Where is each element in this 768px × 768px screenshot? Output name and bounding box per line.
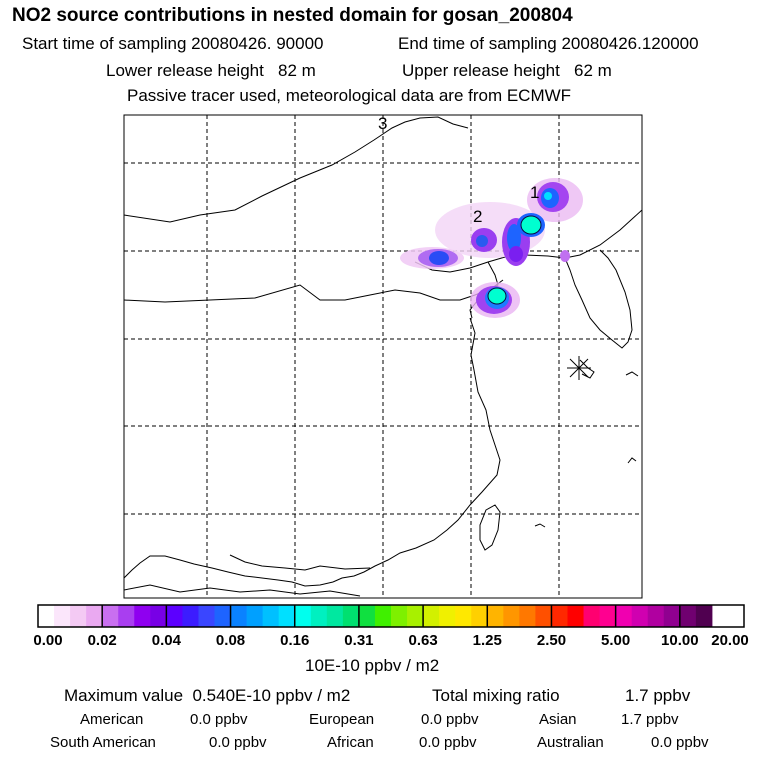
legend-swatch — [86, 605, 103, 627]
legend-swatch — [455, 605, 472, 627]
total-mixing-value: 1.7 ppbv — [625, 686, 691, 705]
legend-swatch — [358, 605, 376, 627]
plume-contours — [400, 178, 583, 318]
start-time-label: Start time of sampling 20080426. 90000 — [22, 34, 324, 53]
legend-swatch — [439, 605, 456, 627]
legend-swatch — [551, 605, 568, 627]
legend-tick-label: 0.16 — [280, 632, 310, 649]
upper-height-label: Upper release height 62 m — [402, 61, 612, 80]
region-african-value: 0.0 ppbv — [419, 734, 477, 751]
legend-swatch — [38, 605, 55, 627]
end-time-label: End time of sampling 20080426.120000 — [398, 34, 699, 53]
legend-swatch — [615, 605, 633, 627]
region-american-value: 0.0 ppbv — [190, 711, 248, 728]
legend-swatch — [631, 605, 649, 627]
maximum-value: Maximum value 0.540E-10 ppbv / m2 — [64, 686, 351, 705]
marker-3: 3 — [378, 114, 387, 133]
region-asian-name: Asian — [539, 711, 577, 728]
legend-swatch — [150, 605, 167, 627]
region-european-value: 0.0 ppbv — [421, 711, 479, 728]
legend-swatch — [567, 605, 585, 627]
legend-swatch — [679, 605, 697, 627]
region-american-name: American — [80, 711, 144, 728]
legend-swatch — [166, 605, 183, 627]
legend-units: 10E-10 ppbv / m2 — [305, 656, 440, 675]
region-european-name: European — [309, 711, 375, 728]
lower-height-label: Lower release height 82 m — [106, 61, 316, 80]
legend-swatch — [246, 605, 264, 627]
legend-swatch — [487, 605, 504, 627]
legend-swatch — [647, 605, 665, 627]
legend-tick-label: 20.00 — [711, 632, 749, 649]
legend-tick-label: 0.08 — [215, 632, 246, 649]
legend-swatch — [407, 605, 424, 627]
legend-swatch — [423, 605, 440, 627]
legend-swatch — [583, 605, 601, 627]
legend-swatch — [503, 605, 520, 627]
legend-swatch — [118, 605, 135, 627]
legend-tick-label: 5.00 — [601, 632, 631, 649]
legend-tick-label: 1.25 — [472, 632, 502, 649]
legend-tick-label: 0.00 — [33, 632, 63, 649]
legend-swatch — [310, 605, 328, 627]
marker-2: 2 — [473, 207, 482, 226]
region-south-american-value: 0.0 ppbv — [209, 734, 267, 751]
legend-swatch — [374, 605, 392, 627]
legend-swatch — [134, 605, 151, 627]
legend-tick-label: 0.31 — [344, 632, 374, 649]
receptor-asterisk-icon — [567, 356, 591, 380]
legend-tick-label: 10.00 — [661, 632, 699, 649]
legend-swatch — [663, 605, 681, 627]
legend-tick-label: 0.04 — [151, 632, 181, 649]
region-asian-value: 1.7 ppbv — [621, 711, 679, 728]
legend-swatch — [54, 605, 71, 627]
color-legend — [37, 604, 745, 628]
legend-swatch — [519, 605, 536, 627]
region-australian-name: Australian — [537, 734, 604, 751]
map-title: NO2 source contributions in nested domai… — [12, 5, 573, 26]
legend-swatch — [182, 605, 199, 627]
total-mixing-label: Total mixing ratio — [432, 686, 560, 705]
legend-swatch — [262, 605, 280, 627]
legend-swatch — [70, 605, 87, 627]
legend-swatch — [391, 605, 408, 627]
legend-swatch — [535, 605, 552, 627]
legend-swatch — [102, 605, 119, 627]
region-australian-value: 0.0 ppbv — [651, 734, 709, 751]
marker-1: 1 — [530, 183, 539, 202]
tracer-note: Passive tracer used, meteorological data… — [127, 86, 572, 105]
legend-swatch — [214, 605, 232, 627]
legend-swatch — [326, 605, 344, 627]
legend-swatch — [599, 605, 617, 627]
legend-swatch — [278, 605, 296, 627]
legend-tick-label: 2.50 — [536, 632, 567, 649]
legend-swatch — [342, 605, 360, 627]
legend-swatch — [198, 605, 215, 627]
legend-tick-label: 0.02 — [87, 632, 117, 649]
region-african-name: African — [327, 734, 374, 751]
legend-swatch — [294, 605, 312, 627]
legend-swatch — [230, 605, 248, 627]
legend-swatch — [471, 605, 488, 627]
legend-swatch — [695, 605, 713, 627]
region-south-american-name: South American — [50, 734, 156, 751]
legend-tick-label: 0.63 — [408, 632, 438, 649]
